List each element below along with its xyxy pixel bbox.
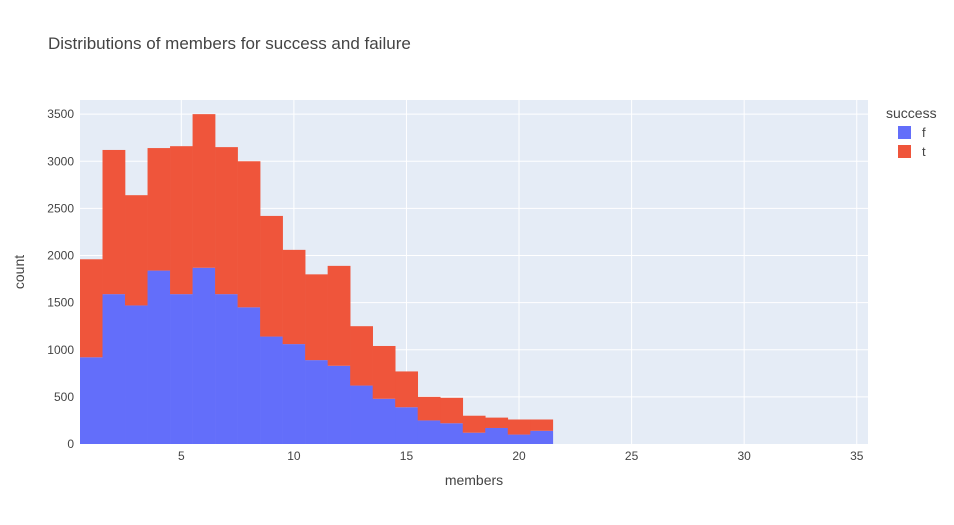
bar-f-4 bbox=[147, 270, 171, 444]
y-tick-label: 3000 bbox=[47, 154, 74, 168]
x-tick-label: 25 bbox=[625, 449, 639, 463]
x-tick-labels: 5 10 15 20 25 30 35 bbox=[178, 449, 864, 463]
y-tick-labels: 0 500 1000 1500 2000 2500 3000 3500 bbox=[47, 107, 74, 451]
bar-f-18 bbox=[462, 432, 486, 444]
bar-f-14 bbox=[372, 398, 396, 444]
y-tick-label: 500 bbox=[54, 390, 74, 404]
x-tick-label: 15 bbox=[400, 449, 414, 463]
y-tick-label: 2000 bbox=[47, 249, 74, 263]
y-tick-label: 1500 bbox=[47, 296, 74, 310]
legend: success ft bbox=[886, 105, 937, 159]
bars bbox=[80, 114, 554, 444]
bar-f-16 bbox=[417, 420, 441, 444]
bar-t-20 bbox=[507, 419, 531, 435]
bar-f-9 bbox=[260, 336, 283, 444]
bar-t-10 bbox=[282, 249, 306, 345]
x-tick-label: 35 bbox=[850, 449, 864, 463]
bar-t-16 bbox=[417, 396, 441, 421]
legend-swatch-t bbox=[898, 145, 911, 158]
bar-f-10 bbox=[282, 344, 306, 444]
bar-t-6 bbox=[192, 114, 216, 268]
legend-entry-f: f bbox=[922, 125, 926, 140]
legend-entry-t: t bbox=[922, 144, 926, 159]
bar-f-1 bbox=[80, 357, 103, 444]
bar-f-17 bbox=[440, 423, 464, 444]
x-tick-label: 20 bbox=[512, 449, 526, 463]
bar-t-5 bbox=[170, 146, 193, 295]
bar-t-2 bbox=[102, 149, 126, 295]
bar-f-2 bbox=[102, 294, 126, 444]
bar-f-8 bbox=[237, 307, 261, 444]
bar-t-14 bbox=[372, 345, 396, 399]
bar-f-15 bbox=[395, 407, 419, 444]
y-tick-label: 0 bbox=[67, 437, 74, 451]
bar-t-19 bbox=[485, 417, 509, 428]
bar-t-13 bbox=[350, 326, 373, 386]
y-axis-label: count bbox=[11, 255, 27, 289]
bar-f-6 bbox=[192, 267, 216, 444]
bar-f-19 bbox=[485, 427, 509, 444]
bar-f-3 bbox=[125, 305, 148, 444]
bar-t-15 bbox=[395, 371, 419, 408]
y-tick-label: 1000 bbox=[47, 343, 74, 357]
bar-t-18 bbox=[462, 415, 486, 433]
bar-t-8 bbox=[237, 161, 261, 308]
bar-f-21 bbox=[530, 430, 554, 444]
y-tick-label: 3500 bbox=[47, 107, 74, 121]
x-tick-label: 10 bbox=[287, 449, 301, 463]
bar-t-12 bbox=[327, 265, 351, 366]
legend-swatch-f bbox=[898, 126, 911, 139]
bar-t-4 bbox=[147, 148, 171, 271]
bar-f-5 bbox=[170, 294, 193, 444]
bar-f-12 bbox=[327, 365, 351, 444]
bar-f-11 bbox=[305, 360, 328, 444]
bar-f-7 bbox=[215, 294, 238, 444]
bar-f-20 bbox=[507, 434, 531, 444]
x-tick-label: 30 bbox=[737, 449, 751, 463]
bar-f-13 bbox=[350, 385, 373, 444]
chart-title: Distributions of members for success and… bbox=[48, 34, 411, 53]
x-axis-label: members bbox=[445, 472, 503, 488]
bar-t-17 bbox=[440, 397, 464, 424]
legend-title: success bbox=[886, 105, 937, 121]
bar-t-21 bbox=[530, 419, 554, 431]
bar-t-3 bbox=[125, 195, 148, 306]
bar-t-11 bbox=[305, 274, 328, 361]
bar-t-9 bbox=[260, 215, 283, 337]
x-tick-label: 5 bbox=[178, 449, 185, 463]
bar-t-1 bbox=[80, 259, 103, 358]
bar-t-7 bbox=[215, 147, 238, 295]
y-tick-label: 2500 bbox=[47, 201, 74, 215]
